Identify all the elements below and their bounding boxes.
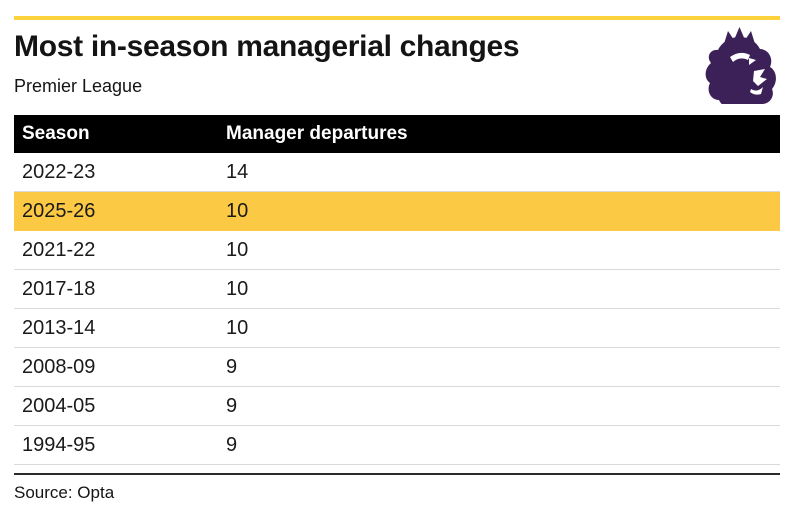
season-cell: 1994-95 [22, 433, 96, 456]
page-subtitle: Premier League [14, 76, 143, 96]
departures-cell: 10 [226, 277, 249, 300]
season-cell: 2008-09 [22, 355, 96, 378]
season-cell: 2021-22 [22, 238, 96, 261]
accent-top-bar [14, 16, 780, 20]
table-row: 2022-23 14 [14, 153, 780, 192]
data-table: Season Manager departures 2022-23 14 202… [14, 115, 780, 465]
table-row: 2013-14 10 [14, 309, 780, 348]
departures-cell: 9 [226, 355, 238, 378]
departures-cell: 9 [226, 394, 238, 417]
page-title: Most in-season managerial changes [14, 30, 520, 63]
table-row: 1994-95 9 [14, 426, 780, 465]
season-cell: 2022-23 [22, 160, 96, 183]
departures-cell: 14 [226, 160, 249, 183]
table-row: 2017-18 10 [14, 270, 780, 309]
column-header-season: Season [22, 123, 90, 144]
season-cell: 2025-26 [22, 199, 96, 222]
season-cell: 2013-14 [22, 316, 96, 339]
season-cell: 2017-18 [22, 277, 96, 300]
column-header-departures: Manager departures [226, 123, 408, 144]
season-cell: 2004-05 [22, 394, 96, 417]
table-row: 2004-05 9 [14, 387, 780, 426]
premier-league-lion-icon [702, 26, 776, 111]
table-row-highlighted: 2025-26 10 [14, 192, 780, 231]
departures-cell: 10 [226, 316, 249, 339]
table-header-row: Season Manager departures [14, 115, 780, 153]
footer-divider [14, 473, 780, 475]
departures-cell: 10 [226, 238, 249, 261]
departures-cell: 9 [226, 433, 238, 456]
table-row: 2008-09 9 [14, 348, 780, 387]
departures-cell: 10 [226, 199, 249, 222]
source-attribution: Source: Opta [14, 483, 115, 502]
table-row: 2021-22 10 [14, 231, 780, 270]
